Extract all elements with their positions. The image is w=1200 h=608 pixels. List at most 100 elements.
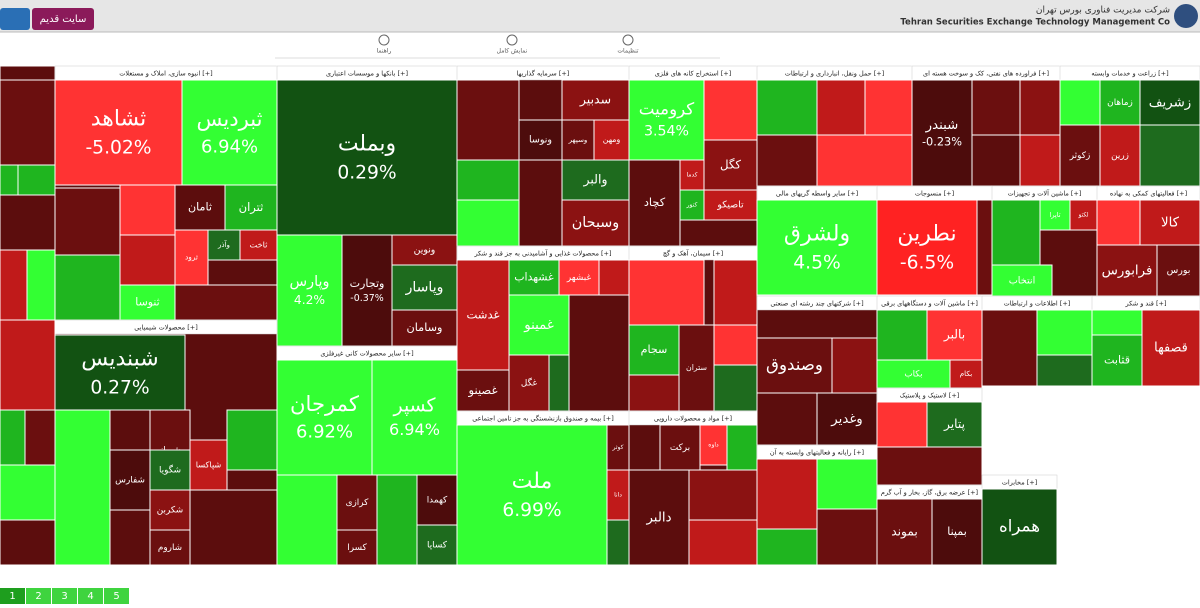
tile[interactable] <box>1141 309 1200 387</box>
toolbar-icon[interactable] <box>622 34 634 46</box>
tile[interactable] <box>876 199 978 296</box>
tile[interactable] <box>756 79 818 136</box>
tile[interactable] <box>628 374 680 412</box>
tile[interactable] <box>931 498 983 566</box>
tile[interactable] <box>456 199 520 247</box>
tile[interactable] <box>971 134 1021 187</box>
home-icon[interactable] <box>0 8 30 30</box>
tile[interactable] <box>109 449 151 511</box>
tile[interactable] <box>54 409 111 566</box>
tile[interactable] <box>876 309 928 361</box>
tile[interactable] <box>518 159 563 247</box>
tile[interactable] <box>831 337 878 394</box>
tile[interactable] <box>391 234 458 266</box>
tile[interactable] <box>119 234 176 286</box>
page-button[interactable] <box>26 588 51 604</box>
tile[interactable] <box>239 229 278 261</box>
tile[interactable] <box>726 424 758 476</box>
tile[interactable] <box>0 164 19 196</box>
tile[interactable] <box>456 79 520 161</box>
tile[interactable] <box>911 79 973 187</box>
tile[interactable] <box>981 488 1058 566</box>
tile[interactable] <box>713 324 758 366</box>
tile[interactable] <box>1036 354 1093 387</box>
tile[interactable] <box>174 284 278 321</box>
tile[interactable] <box>54 254 121 321</box>
tile[interactable] <box>119 284 176 321</box>
tile[interactable] <box>0 519 56 566</box>
tile[interactable] <box>816 79 866 136</box>
toolbar-icon[interactable] <box>506 34 518 46</box>
tile[interactable] <box>864 79 913 136</box>
tile[interactable] <box>391 264 458 311</box>
tile[interactable] <box>416 474 458 526</box>
tile[interactable] <box>189 489 278 566</box>
tile[interactable] <box>1069 199 1098 231</box>
tile[interactable] <box>816 458 878 510</box>
tile[interactable] <box>1139 124 1200 187</box>
page-button[interactable] <box>52 588 77 604</box>
tile[interactable] <box>561 159 630 201</box>
tile[interactable] <box>876 446 983 486</box>
tile[interactable] <box>0 249 28 321</box>
tile[interactable] <box>1156 244 1200 297</box>
tile[interactable] <box>756 528 818 566</box>
tile[interactable] <box>276 79 458 236</box>
toolbar-icon[interactable] <box>378 34 390 46</box>
tile[interactable] <box>659 424 701 471</box>
tile[interactable] <box>1091 309 1143 336</box>
tile[interactable] <box>0 464 56 521</box>
tile[interactable] <box>876 401 928 448</box>
tile[interactable] <box>756 392 818 446</box>
tile[interactable] <box>1019 134 1061 187</box>
tile[interactable] <box>518 119 563 161</box>
tile[interactable] <box>713 259 758 326</box>
tile[interactable] <box>1091 334 1143 387</box>
tile[interactable] <box>456 424 608 566</box>
tile[interactable] <box>593 119 630 161</box>
tile[interactable] <box>926 401 983 448</box>
tile[interactable] <box>756 199 878 296</box>
tile[interactable] <box>976 199 993 296</box>
tile[interactable] <box>756 134 818 187</box>
tile[interactable] <box>699 424 728 466</box>
tile[interactable] <box>189 439 228 491</box>
tile[interactable] <box>628 469 690 566</box>
tile[interactable] <box>17 164 56 196</box>
tile[interactable] <box>1096 199 1141 246</box>
tile[interactable] <box>1139 199 1200 246</box>
tile[interactable] <box>628 259 705 326</box>
tile[interactable] <box>508 354 550 412</box>
tile[interactable] <box>0 409 26 466</box>
tile[interactable] <box>703 189 758 221</box>
tile[interactable] <box>756 337 833 394</box>
tile[interactable] <box>703 79 758 141</box>
tile[interactable] <box>756 458 818 530</box>
tile[interactable] <box>181 79 278 186</box>
tile[interactable] <box>456 259 510 371</box>
tile[interactable] <box>149 489 191 531</box>
tile[interactable] <box>561 199 630 247</box>
tile[interactable] <box>1036 309 1093 356</box>
tile[interactable] <box>561 119 595 161</box>
tile[interactable] <box>224 184 278 231</box>
tile[interactable] <box>341 234 393 347</box>
tile[interactable] <box>456 159 520 201</box>
tile[interactable] <box>628 79 705 161</box>
tile[interactable] <box>54 187 121 256</box>
tile[interactable] <box>119 184 176 236</box>
tile[interactable] <box>336 474 378 531</box>
tile[interactable] <box>1059 79 1101 126</box>
old-site-button[interactable] <box>32 8 94 30</box>
tile[interactable] <box>971 79 1021 136</box>
tile[interactable] <box>174 229 209 286</box>
tile[interactable] <box>276 474 338 566</box>
tile[interactable] <box>628 159 681 247</box>
tile[interactable] <box>628 324 680 376</box>
tile[interactable] <box>336 529 378 566</box>
tile[interactable] <box>371 359 458 476</box>
tile[interactable] <box>149 529 191 566</box>
tile[interactable] <box>508 294 570 356</box>
tile[interactable] <box>0 194 56 251</box>
tile[interactable] <box>276 359 373 476</box>
